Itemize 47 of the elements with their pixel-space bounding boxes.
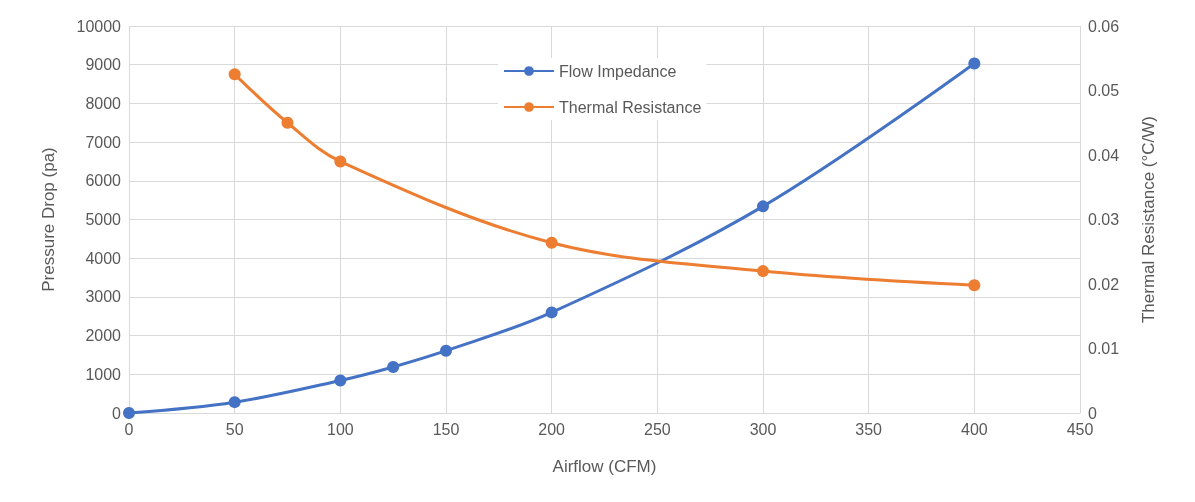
point	[281, 116, 294, 129]
y-axis-title: Pressure Drop (pa)	[39, 147, 58, 292]
y2-tick-label: 0.01	[1088, 340, 1120, 357]
point	[228, 68, 241, 81]
x-tick-label: 250	[643, 420, 671, 438]
point	[334, 155, 347, 168]
point	[387, 360, 400, 373]
point	[757, 265, 769, 278]
x-tick-label: 150	[432, 420, 460, 438]
point	[545, 236, 558, 249]
x-tick-label: 300	[749, 420, 777, 438]
y2-tick-label: 0.06	[1088, 17, 1120, 35]
point	[440, 344, 452, 357]
y-tick-label: 2000	[85, 327, 122, 345]
y-tick-label: 8000	[85, 94, 122, 112]
y2-tick-label: 0.05	[1088, 82, 1120, 99]
y-tick-label: 9000	[85, 56, 122, 74]
point	[123, 407, 135, 419]
point	[545, 306, 558, 319]
point	[334, 374, 347, 387]
y2-tick-label: 0	[1088, 404, 1097, 422]
point	[757, 200, 769, 213]
y2-axis-title: Thermal Resistance (°C/W)	[1139, 115, 1158, 324]
y-tick-label: 3000	[85, 288, 122, 306]
y-tick-label: 7000	[85, 133, 122, 151]
y2-tick-label: 0.02	[1088, 275, 1120, 293]
y2-tick-label: 0.04	[1088, 146, 1120, 164]
x-tick-label: 200	[538, 420, 566, 438]
point	[968, 279, 981, 292]
x-tick-label: 50	[225, 420, 244, 438]
point	[228, 396, 241, 409]
legend-label: Flow Impedance	[559, 62, 677, 80]
y-tick-label: 1000	[85, 365, 122, 383]
x-axis-title: Airflow (CFM)	[552, 457, 657, 476]
y2-tick-label: 0.03	[1088, 211, 1120, 228]
x-tick-label: 350	[855, 420, 883, 438]
x-tick-label: 400	[960, 420, 988, 438]
y-tick-label: 4000	[85, 249, 122, 267]
y-tick-label: 5000	[85, 211, 122, 228]
y-tick-label: 10000	[76, 17, 122, 35]
legend-label: Thermal Resistance	[559, 98, 702, 116]
point	[968, 57, 981, 70]
y-tick-label: 6000	[85, 172, 122, 190]
x-tick-label: 100	[326, 420, 354, 438]
x-tick-label: 0	[124, 420, 134, 438]
x-tick-label: 450	[1066, 420, 1094, 438]
y-tick-label: 0	[112, 404, 122, 422]
